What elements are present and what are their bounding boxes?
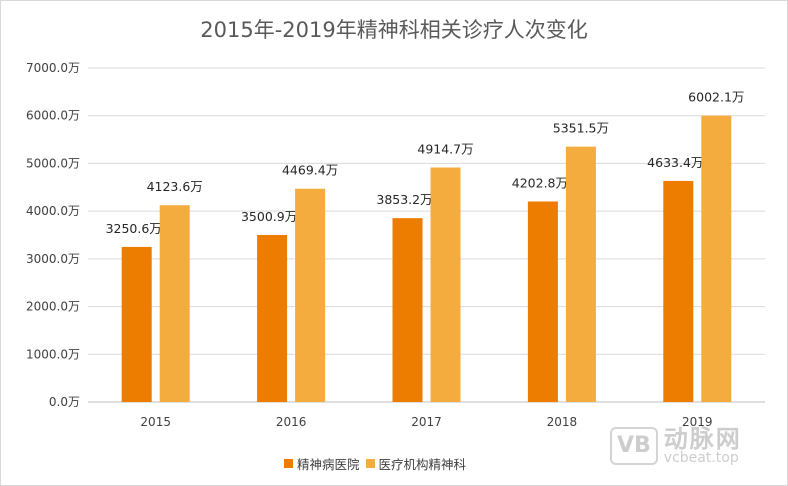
watermark-logo: VB 动脉网 vcbeat.top (610, 427, 742, 465)
y-tick-label: 2000.0万 (26, 300, 80, 314)
data-label: 4469.4万 (282, 163, 338, 178)
x-tick-label: 2016 (276, 415, 307, 429)
x-tick-label: 2018 (547, 415, 578, 429)
y-tick-label: 5000.0万 (26, 156, 80, 170)
y-tick-label: 4000.0万 (26, 204, 80, 218)
bar-1-2018 (565, 146, 596, 402)
data-label: 3250.6万 (106, 221, 162, 236)
data-label: 3853.2万 (376, 192, 432, 207)
legend-label: 医疗机构精神科 (378, 457, 467, 472)
bar-0-2019 (663, 180, 694, 402)
x-tick-label: 2019 (682, 415, 713, 429)
y-tick-label: 7000.0万 (26, 61, 80, 75)
y-tick-label: 6000.0万 (26, 109, 80, 123)
chart-title: 2015年-2019年精神科相关诊疗人次变化 (200, 18, 588, 42)
data-label: 4633.4万 (647, 155, 703, 170)
data-label: 4123.6万 (147, 179, 203, 194)
bar-1-2019 (701, 115, 732, 403)
bar-1-2017 (430, 167, 461, 402)
data-label: 3500.9万 (241, 209, 297, 224)
legend-label: 精神病医院 (297, 457, 360, 472)
x-tick-label: 2015 (140, 415, 171, 429)
legend-swatch (284, 459, 293, 468)
bar-0-2018 (527, 201, 558, 402)
legend: 精神病医院 医疗机构精神科 (284, 454, 468, 473)
legend-item-0: 精神病医院 (284, 454, 360, 473)
y-tick-label: 0.0万 (49, 395, 80, 409)
data-label: 4914.7万 (417, 141, 473, 156)
data-label: 6002.1万 (688, 90, 744, 105)
legend-item-1: 医疗机构精神科 (365, 454, 467, 473)
bar-1-2015 (159, 205, 190, 402)
y-tick-label: 1000.0万 (26, 347, 80, 361)
watermark-vb-icon: VB (610, 427, 658, 465)
bar-0-2016 (257, 234, 288, 402)
legend-swatch (365, 459, 375, 468)
y-tick-label: 3000.0万 (26, 252, 80, 266)
bar-1-2016 (295, 188, 326, 402)
data-label: 4202.8万 (512, 175, 568, 190)
bar-0-2017 (392, 218, 423, 402)
data-label: 5351.5万 (553, 121, 609, 136)
bar-0-2015 (121, 246, 152, 402)
x-tick-label: 2017 (411, 415, 442, 429)
